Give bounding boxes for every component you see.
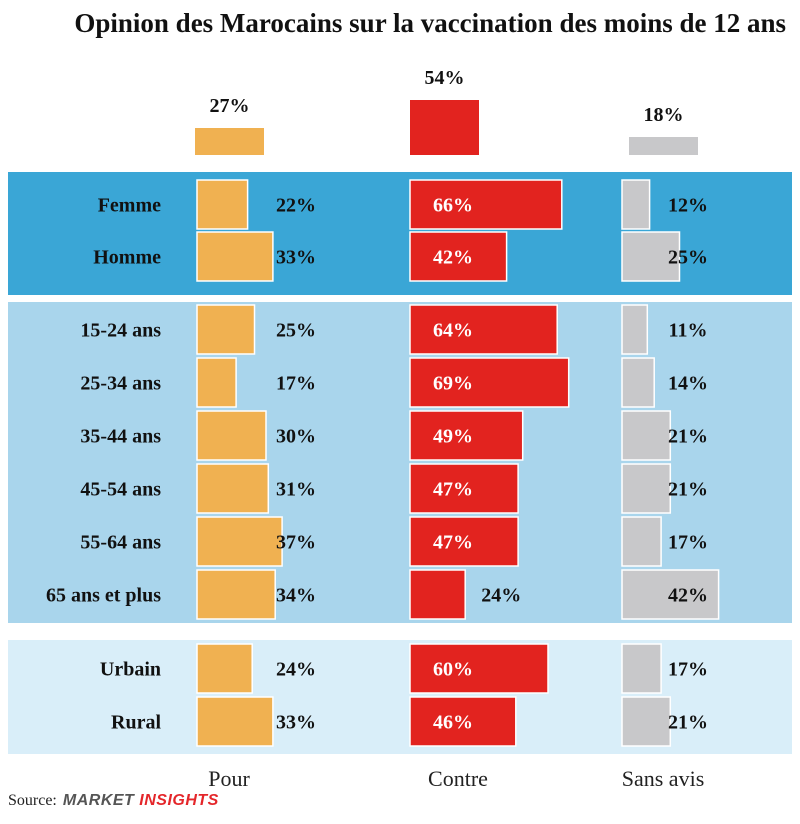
row-label: 15-24 ans <box>80 320 161 342</box>
bar-pour <box>196 179 249 230</box>
bar-sans-avis <box>621 357 655 408</box>
value-label-contre: 64% <box>433 320 473 342</box>
value-label-pour: 34% <box>276 585 316 607</box>
value-label-pour: 17% <box>276 373 316 395</box>
value-label-pour: 30% <box>276 426 316 448</box>
bar-sans-avis <box>621 410 672 461</box>
bar-sans-avis <box>621 696 672 747</box>
value-label-pour: 33% <box>276 712 316 734</box>
value-label-sans-avis: 14% <box>668 373 708 395</box>
bar-contre <box>409 516 519 567</box>
bar-pour <box>196 463 270 514</box>
bar-contre <box>409 357 570 408</box>
bar-sans-avis <box>621 463 672 514</box>
value-label-contre: 24% <box>481 585 521 607</box>
value-label-sans-avis: 21% <box>668 479 708 501</box>
bar-sans-avis <box>621 643 662 694</box>
bar-pour <box>196 410 267 461</box>
row-label: 25-34 ans <box>80 373 161 395</box>
row-label: Femme <box>98 195 161 217</box>
overall-bar-contre <box>410 100 479 155</box>
bar-contre <box>409 643 549 694</box>
row-label: Rural <box>111 712 161 734</box>
bar-contre <box>409 463 519 514</box>
source-line: Source: MARKET INSIGHTS <box>8 792 219 810</box>
value-label-pour: 33% <box>276 247 316 269</box>
legend-sans-avis: Sans avis <box>622 766 705 791</box>
bar-sans-avis <box>621 304 649 355</box>
value-label-contre: 42% <box>433 247 473 269</box>
bar-contre <box>409 179 563 230</box>
legend-pour: Pour <box>208 766 250 791</box>
value-label-contre: 47% <box>433 532 473 554</box>
bar-sans-avis <box>621 516 662 567</box>
value-label-contre: 69% <box>433 373 473 395</box>
bar-contre <box>409 569 466 620</box>
row-label: 55-64 ans <box>80 532 161 554</box>
bar-pour <box>196 569 276 620</box>
row-label: 65 ans et plus <box>46 585 161 607</box>
value-label-pour: 31% <box>276 479 316 501</box>
value-label-contre: 49% <box>433 426 473 448</box>
value-label-sans-avis: 17% <box>668 659 708 681</box>
overall-label-pour: 27% <box>210 95 250 117</box>
chart-title: Opinion des Marocains sur la vaccination… <box>74 8 786 38</box>
value-label-sans-avis: 11% <box>669 320 708 342</box>
value-label-contre: 47% <box>433 479 473 501</box>
value-label-sans-avis: 25% <box>668 247 708 269</box>
overall-label-sans-avis: 18% <box>644 104 684 126</box>
bar-contre <box>409 304 558 355</box>
bar-sans-avis <box>621 179 651 230</box>
bar-contre <box>409 410 524 461</box>
value-label-pour: 25% <box>276 320 316 342</box>
value-label-sans-avis: 21% <box>668 426 708 448</box>
value-label-contre: 66% <box>433 195 473 217</box>
bar-contre <box>409 231 508 282</box>
value-label-pour: 37% <box>276 532 316 554</box>
band-area <box>8 640 792 754</box>
overall-bar-pour <box>195 128 264 155</box>
bar-pour <box>196 696 274 747</box>
row-label: 45-54 ans <box>80 479 161 501</box>
value-label-sans-avis: 42% <box>668 585 708 607</box>
value-label-contre: 46% <box>433 712 473 734</box>
bar-sans-avis <box>621 569 720 620</box>
bar-pour <box>196 643 253 694</box>
source-label: Source: <box>8 792 57 809</box>
market-insights-logo: MARKET INSIGHTS <box>62 792 219 809</box>
row-label: 35-44 ans <box>80 426 161 448</box>
overall-bar-sans-avis <box>629 137 698 155</box>
bar-pour <box>196 231 274 282</box>
legend-contre: Contre <box>428 766 488 791</box>
value-label-sans-avis: 12% <box>668 195 708 217</box>
bar-pour <box>196 357 237 408</box>
value-label-pour: 22% <box>276 195 316 217</box>
value-label-pour: 24% <box>276 659 316 681</box>
bar-pour <box>196 516 283 567</box>
value-label-contre: 60% <box>433 659 473 681</box>
value-label-sans-avis: 17% <box>668 532 708 554</box>
bar-contre <box>409 696 517 747</box>
bar-pour <box>196 304 256 355</box>
overall-label-contre: 54% <box>425 67 465 89</box>
value-label-sans-avis: 21% <box>668 712 708 734</box>
bar-sans-avis <box>621 231 681 282</box>
row-label: Urbain <box>100 659 161 681</box>
row-label: Homme <box>93 247 161 269</box>
